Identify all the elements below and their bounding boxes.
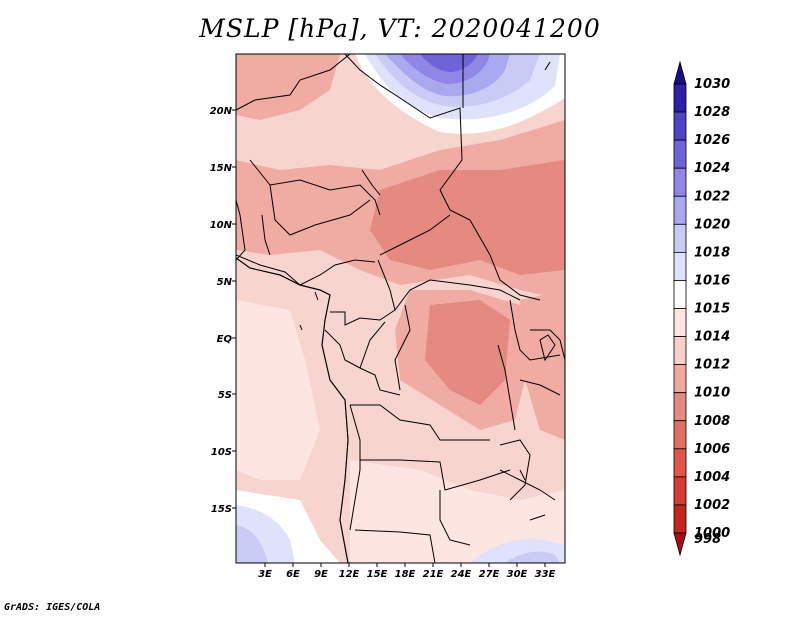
lon-label: 33E bbox=[535, 569, 556, 580]
longitude-axis: 3E 6E 9E 12E 15E 18E 21E 24E 27E 30E 33E bbox=[258, 563, 556, 580]
colorbar-box bbox=[673, 251, 687, 281]
colorbar-box bbox=[673, 448, 687, 478]
lon-label: 6E bbox=[286, 569, 300, 580]
colorbar-box bbox=[673, 504, 687, 534]
lat-label: 5N bbox=[217, 277, 233, 288]
lon-label: 9E bbox=[314, 569, 328, 580]
colorbar-label: 1004 bbox=[694, 470, 730, 485]
colorbar-label: 1022 bbox=[694, 189, 730, 204]
colorbar-box bbox=[673, 336, 687, 366]
lon-label: 30E bbox=[507, 569, 528, 580]
colorbar-box bbox=[673, 195, 687, 225]
colorbar-label: 1008 bbox=[694, 414, 730, 429]
lat-label: 15S bbox=[211, 504, 232, 515]
colorbar-label: 1020 bbox=[694, 217, 730, 232]
footer-credit: GrADS: IGES/COLA bbox=[4, 602, 101, 613]
colorbar-label: 1016 bbox=[694, 273, 730, 288]
colorbar-label: 1018 bbox=[694, 245, 730, 260]
lat-label: 20N bbox=[210, 106, 233, 117]
colorbar-label: 1010 bbox=[694, 386, 730, 401]
colorbar-label: 1000 bbox=[694, 526, 730, 541]
colorbar-label: 1012 bbox=[694, 358, 730, 373]
colorbar-label: 1015 bbox=[694, 302, 730, 317]
colorbar-box bbox=[673, 280, 687, 309]
colorbar-label: 998 bbox=[694, 532, 721, 547]
colorbar-box bbox=[673, 83, 687, 113]
lat-label: 10N bbox=[210, 220, 233, 231]
colorbar-box bbox=[673, 476, 687, 506]
colorbar-box bbox=[673, 111, 687, 141]
colorbar-label: 1030 bbox=[694, 77, 730, 92]
colorbar-label: 1028 bbox=[694, 105, 730, 120]
lon-label: 12E bbox=[339, 569, 360, 580]
colorbar-label: 1024 bbox=[694, 161, 730, 176]
colorbar-box bbox=[673, 167, 687, 197]
colorbar-box bbox=[673, 392, 687, 422]
colorbar-label: 1006 bbox=[694, 442, 730, 457]
colorbar: 1030 1028 1026 1024 1022 1020 1018 1016 1015 1014… bbox=[673, 60, 730, 557]
lat-label: EQ bbox=[217, 334, 233, 345]
latitude-axis: 20N 15N 10N 5N EQ 5S 10S 15S bbox=[210, 106, 236, 515]
pressure-field bbox=[236, 54, 565, 563]
colorbar-label: 1026 bbox=[694, 133, 730, 148]
colorbar-box bbox=[673, 223, 687, 253]
colorbar-label: 1002 bbox=[694, 498, 730, 513]
lon-label: 21E bbox=[423, 569, 444, 580]
colorbar-box bbox=[673, 308, 687, 337]
lon-label: 24E bbox=[451, 569, 472, 580]
colorbar-box bbox=[673, 420, 687, 450]
lat-label: 15N bbox=[210, 163, 233, 174]
colorbar-box bbox=[673, 364, 687, 394]
lon-label: 18E bbox=[395, 569, 416, 580]
colorbar-top-triangle bbox=[673, 60, 687, 85]
lon-label: 15E bbox=[367, 569, 388, 580]
lat-label: 10S bbox=[211, 447, 232, 458]
colorbar-label: 1014 bbox=[694, 330, 730, 345]
plot-title: MSLP [hPa], VT: 2020041200 bbox=[199, 14, 601, 43]
map-frame bbox=[235, 53, 566, 564]
lat-label: 5S bbox=[218, 390, 232, 401]
colorbar-box bbox=[673, 139, 687, 169]
colorbar-bottom-triangle bbox=[673, 532, 687, 557]
lon-label: 3E bbox=[258, 569, 272, 580]
lon-label: 27E bbox=[479, 569, 500, 580]
country-borders bbox=[236, 54, 565, 563]
